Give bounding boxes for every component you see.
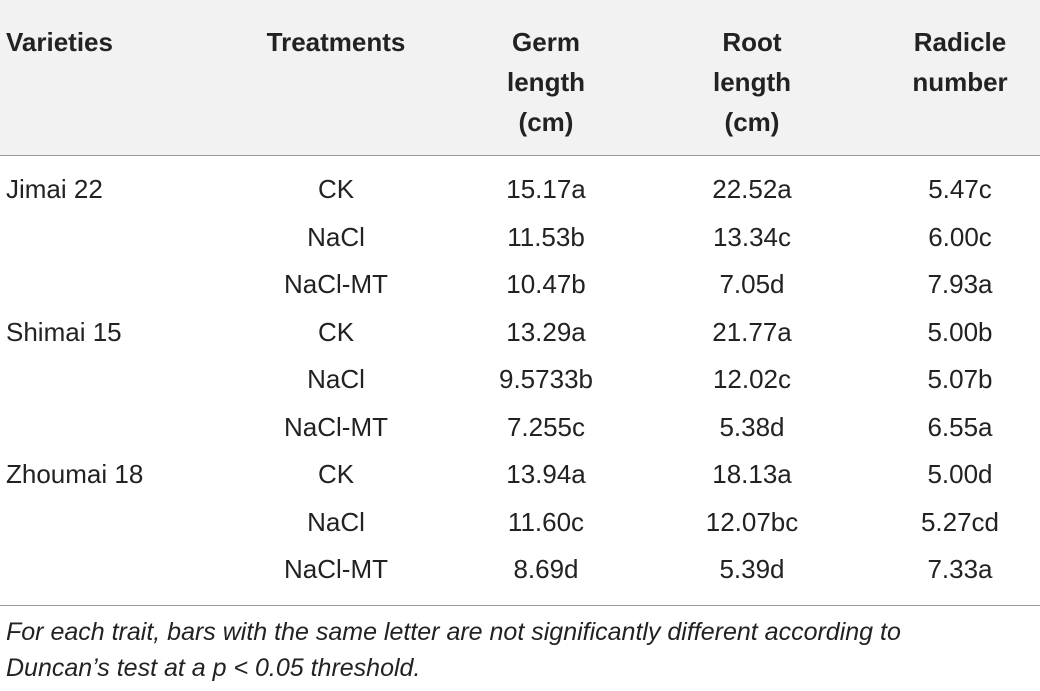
header-cell: Radicle number	[810, 22, 1040, 102]
table-cell: 21.77a	[712, 316, 792, 347]
table-cell: 13.94a	[506, 459, 586, 489]
table-cell: 6.00c	[928, 221, 992, 252]
header-cell: Germ length (cm)	[396, 22, 696, 142]
table-cell: 18.13a	[712, 459, 792, 489]
header-line: length	[713, 67, 791, 97]
footnote: For each trait, bars with the same lette…	[0, 605, 1040, 686]
table-cell: 5.07b	[927, 364, 993, 394]
header-line: (cm)	[724, 107, 780, 137]
table-cell: 11.60c	[507, 506, 585, 537]
table-cell: 22.52a	[712, 174, 792, 204]
table-cell: 11.53b	[507, 221, 585, 252]
table-cell: NaCl	[307, 221, 365, 252]
footnote-line: Duncan’s test at a p < 0.05 threshold.	[6, 654, 421, 682]
table-cell: 8.69d	[513, 554, 579, 584]
table-cell: 5.27cd	[920, 506, 1000, 537]
table-header	[0, 0, 1040, 156]
header-line: number	[912, 67, 1008, 97]
table-cell: 12.07bc	[705, 506, 799, 537]
header-line: (cm)	[518, 107, 574, 137]
header-cell: Root length (cm)	[602, 22, 902, 142]
table-cell: CK	[317, 316, 355, 347]
table-cell: NaCl-MT	[284, 411, 388, 442]
table-cell: NaCl	[307, 364, 365, 394]
table-cell: Zhoumai 18	[6, 459, 144, 489]
header-cell: Treatments	[186, 22, 486, 62]
header-line: Treatments	[266, 27, 406, 57]
header-line: Varieties	[6, 27, 113, 57]
header-line: length	[507, 67, 585, 97]
header-line: Radicle	[913, 27, 1007, 57]
table-cell: NaCl-MT	[284, 554, 388, 584]
table-cell: Shimai 15	[6, 316, 122, 347]
table-cell: 6.55a	[927, 411, 993, 442]
table-cell: 7.93a	[927, 269, 993, 299]
table-cell: Jimai 22	[6, 174, 103, 204]
table-cell: NaCl	[307, 506, 365, 537]
header-cell: Varieties	[6, 22, 113, 62]
table-cell: 5.00b	[927, 316, 993, 347]
header-line: Root	[722, 27, 782, 57]
table-cell: CK	[317, 459, 355, 489]
table-cell: 5.39d	[719, 554, 785, 584]
footnote-line: For each trait, bars with the same lette…	[6, 618, 901, 646]
table-cell: 15.17a	[506, 174, 586, 204]
table-cell: 9.5733b	[499, 364, 593, 394]
table-cell: 7.33a	[927, 554, 993, 584]
table-cell: 5.38d	[719, 411, 785, 442]
header-line: Germ	[512, 27, 580, 57]
table-cell: 10.47b	[506, 269, 586, 299]
table-cell: 5.00d	[927, 459, 993, 489]
table-cell: 7.05d	[719, 269, 785, 299]
table-cell: CK	[317, 174, 355, 204]
table-cell: 7.255c	[506, 411, 586, 442]
table-cell: 5.47c	[928, 174, 992, 204]
table-cell: 12.02c	[712, 364, 792, 394]
table-cell: 13.34c	[712, 221, 792, 252]
table-cell: 13.29a	[506, 316, 586, 347]
table-cell: NaCl-MT	[284, 269, 388, 299]
